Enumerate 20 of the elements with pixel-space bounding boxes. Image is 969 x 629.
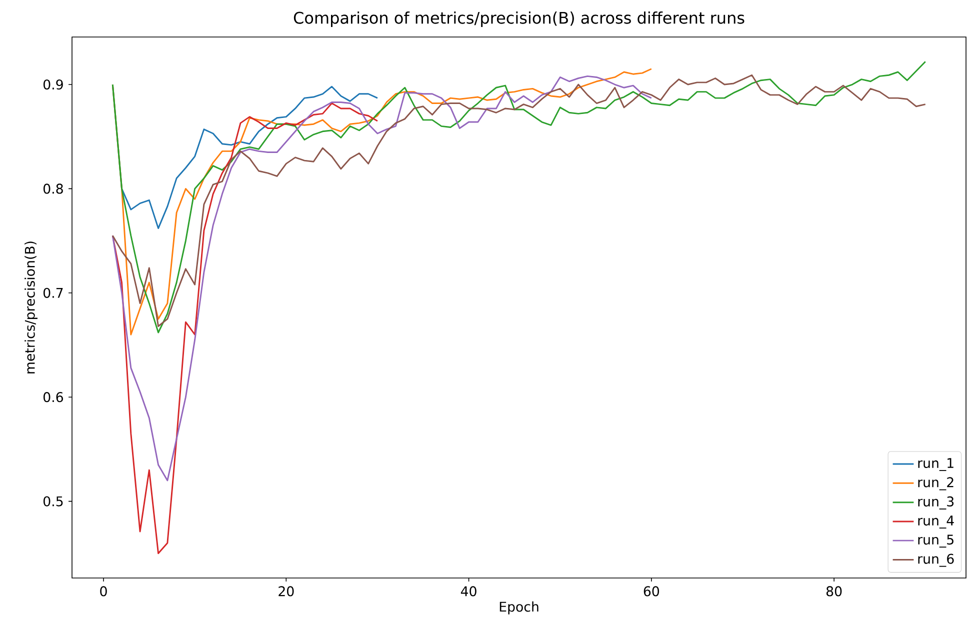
x-tick-label: 20	[278, 586, 294, 596]
y-tick-label: 0.8	[44, 184, 63, 194]
legend-label: run_4	[918, 516, 954, 529]
legend-label: run_6	[918, 554, 954, 567]
x-tick-label: 60	[644, 586, 660, 596]
y-tick-label: 0.7	[44, 288, 63, 298]
x-tick-label: 80	[826, 586, 842, 596]
y-axis-title: metrics/precision(B)	[24, 242, 38, 374]
line-series	[112, 102, 378, 554]
x-tick-label: 0	[100, 586, 107, 596]
legend-label: run_5	[918, 534, 954, 548]
y-tick-label: 0.6	[44, 392, 63, 402]
legend-label: run_3	[918, 496, 954, 510]
legend-label: run_1	[918, 458, 954, 471]
legend-label: run_2	[918, 477, 954, 490]
x-axis-title: Epoch	[500, 601, 538, 614]
y-tick-label: 0.9	[44, 79, 63, 90]
chart-title: Comparison of metrics/precision(B) across different runs	[294, 11, 744, 27]
y-tick-label: 0.5	[44, 496, 63, 506]
x-tick-label: 40	[460, 586, 476, 596]
